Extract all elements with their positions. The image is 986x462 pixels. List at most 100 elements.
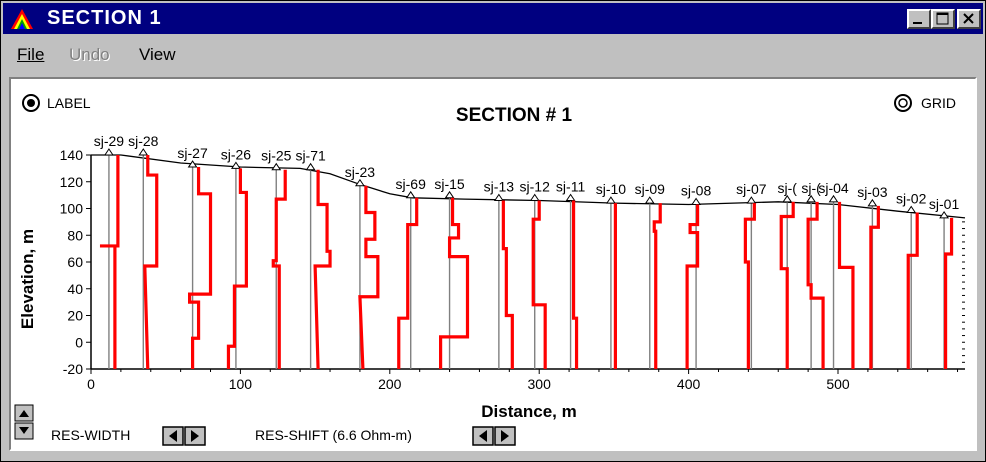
down-arrow-icon xyxy=(19,427,29,434)
profile-sj-02 xyxy=(906,212,919,369)
resistivity-profiles xyxy=(99,155,954,370)
sounding-label: sj-10 xyxy=(596,181,627,197)
menu-bar: File Undo View xyxy=(3,37,983,71)
y-tick-label: 20 xyxy=(67,308,83,324)
x-axis-label: Distance, m xyxy=(481,402,576,421)
sounding-label: sj-23 xyxy=(345,164,376,180)
close-icon xyxy=(963,13,974,24)
sounding-labels: sj-29 sj-28 sj-27 sj-26 sj-25 sj-71 sj-23 sj-69… xyxy=(94,133,960,212)
sounding-label: sj-( xyxy=(801,180,821,196)
res-width-increase-button[interactable] xyxy=(184,426,206,446)
y-axis-label: Elevation, m xyxy=(18,229,37,329)
sounding-label: sj-( xyxy=(777,180,797,196)
borehole-marker xyxy=(867,198,878,207)
label-toggle[interactable]: LABEL xyxy=(22,94,91,112)
menu-view[interactable]: View xyxy=(139,45,176,64)
profile-sj-11 xyxy=(571,200,579,369)
borehole-marker xyxy=(444,190,455,199)
borehole-marker xyxy=(305,162,316,171)
borehole-marker xyxy=(828,194,839,203)
borehole-marker xyxy=(103,148,114,156)
borehole-marker xyxy=(187,160,198,168)
sounding-label: sj-03 xyxy=(857,184,888,200)
profile-sj-03 xyxy=(869,205,880,369)
window-title: SECTION 1 xyxy=(47,7,162,29)
profile-sj-26 xyxy=(226,168,248,369)
sounding-label: sj-04 xyxy=(818,180,849,196)
x-tick-label: 0 xyxy=(87,376,95,392)
chart-title: SECTION # 1 xyxy=(456,105,573,126)
x-tick-label: 100 xyxy=(229,376,253,392)
res-width-decrease-button[interactable] xyxy=(162,426,184,446)
borehole-marker xyxy=(354,178,365,187)
borehole-marker xyxy=(906,205,917,214)
sounding-label: sj-27 xyxy=(177,145,208,161)
res-shift-increase-button[interactable] xyxy=(494,426,516,446)
sounding-label: sj-02 xyxy=(896,191,927,207)
scroll-up-button[interactable] xyxy=(14,404,34,422)
res-shift-decrease-button[interactable] xyxy=(472,426,494,446)
sounding-label: sj-11 xyxy=(556,178,586,194)
profile-sj-25 xyxy=(271,169,287,369)
sounding-label: sj-29 xyxy=(94,133,125,149)
profile-sj-71 xyxy=(313,169,332,370)
left-arrow-icon xyxy=(479,430,487,442)
close-button[interactable] xyxy=(957,9,981,29)
y-tick-label: 120 xyxy=(60,174,84,190)
menu-file[interactable]: File xyxy=(17,45,45,64)
borehole-marker xyxy=(939,210,950,219)
borehole-marker xyxy=(405,190,416,199)
menu-undo[interactable]: Undo xyxy=(69,45,110,64)
borehole-marker xyxy=(691,197,702,205)
profile-sj-27 xyxy=(188,167,213,369)
sounding-label: sj-25 xyxy=(261,148,292,164)
borehole-marker xyxy=(138,148,149,156)
y-tick-label: 140 xyxy=(60,147,84,163)
app-icon xyxy=(11,9,33,29)
section-panel: LABEL GRID SECTION # 1 -20 0 20 40 60 80 100 12… xyxy=(9,77,977,451)
profile-sj-69 xyxy=(397,197,419,369)
sounding-label: sj-08 xyxy=(681,182,712,198)
borehole-marker xyxy=(806,194,817,203)
profile-sj-23 xyxy=(358,185,380,370)
x-tick-label: 400 xyxy=(677,376,701,392)
y-tick-label: 40 xyxy=(67,281,83,297)
profile-sj-08 xyxy=(685,204,700,369)
minimize-button[interactable] xyxy=(907,9,931,29)
profile-sj-06 xyxy=(779,201,795,369)
label-toggle-label: LABEL xyxy=(47,95,91,111)
borehole-marker xyxy=(644,196,655,204)
res-shift-label: RES-SHIFT (6.6 Ohm-m) xyxy=(255,427,412,443)
sounding-label: sj-69 xyxy=(396,176,427,192)
grid-toggle[interactable]: GRID xyxy=(894,94,956,112)
borehole-marker xyxy=(782,194,793,203)
sounding-label: sj-13 xyxy=(484,178,515,194)
y-tick-label: 100 xyxy=(60,201,84,217)
borehole-marker xyxy=(271,162,282,171)
section-plot: LABEL GRID SECTION # 1 -2002040608010012… xyxy=(14,94,966,446)
sounding-label: sj-28 xyxy=(128,133,159,149)
x-tick-label: 300 xyxy=(528,376,552,392)
profile-sj-05 xyxy=(806,201,825,369)
sounding-label: sj-07 xyxy=(736,181,767,197)
profile-sj-29 xyxy=(99,155,120,369)
maximize-button[interactable] xyxy=(931,9,955,29)
borehole-marker xyxy=(605,196,616,204)
title-bar[interactable]: SECTION 1 xyxy=(3,3,983,34)
res-width-label: RES-WIDTH xyxy=(51,427,130,443)
x-tick-label: 200 xyxy=(378,376,402,392)
up-arrow-icon xyxy=(19,410,29,417)
maximize-icon xyxy=(936,12,949,25)
profile-sj-09 xyxy=(652,203,662,369)
profile-sj-07 xyxy=(743,203,756,369)
scroll-down-button[interactable] xyxy=(14,422,34,440)
right-arrow-icon xyxy=(501,430,509,442)
borehole-marker xyxy=(565,193,576,201)
profile-sj-15 xyxy=(439,197,470,369)
right-arrow-icon xyxy=(191,430,199,442)
profile-sj-04 xyxy=(837,201,855,369)
x-tick-label: 500 xyxy=(826,376,850,392)
borehole-marker xyxy=(493,193,504,201)
